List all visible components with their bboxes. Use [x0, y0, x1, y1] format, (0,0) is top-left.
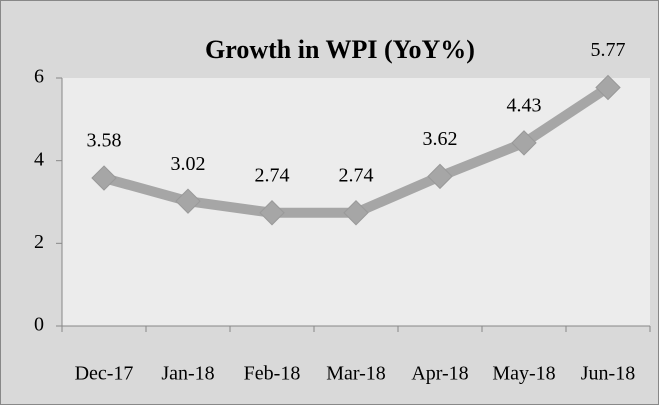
- x-tick-label: Jun-18: [581, 363, 635, 385]
- data-label: 4.43: [507, 94, 542, 116]
- y-tick-label: 4: [34, 148, 44, 170]
- y-tick-label: 2: [34, 231, 44, 253]
- marker: [343, 200, 369, 226]
- x-tick-label: Apr-18: [411, 363, 468, 385]
- marker: [175, 188, 201, 214]
- marker: [511, 130, 537, 156]
- y-tick-label: 6: [34, 66, 44, 88]
- x-tick-label: Feb-18: [244, 363, 301, 385]
- marker: [259, 200, 285, 226]
- x-tick-label: Jan-18: [161, 363, 214, 385]
- data-label: 3.02: [171, 153, 206, 175]
- x-tick-label: Dec-17: [75, 363, 134, 385]
- data-label: 3.62: [423, 128, 458, 150]
- chart-title: Growth in WPI (YoY%): [205, 35, 475, 64]
- marker: [595, 74, 621, 101]
- data-label: 5.77: [591, 39, 626, 61]
- marker: [427, 163, 453, 190]
- y-tick-label: 0: [34, 314, 44, 336]
- data-label: 3.58: [87, 130, 122, 152]
- data-label: 2.74: [339, 164, 374, 186]
- marker: [91, 165, 117, 191]
- x-tick-label: Mar-18: [326, 363, 386, 385]
- data-label: 2.74: [255, 164, 290, 186]
- x-tick-label: May-18: [492, 363, 555, 385]
